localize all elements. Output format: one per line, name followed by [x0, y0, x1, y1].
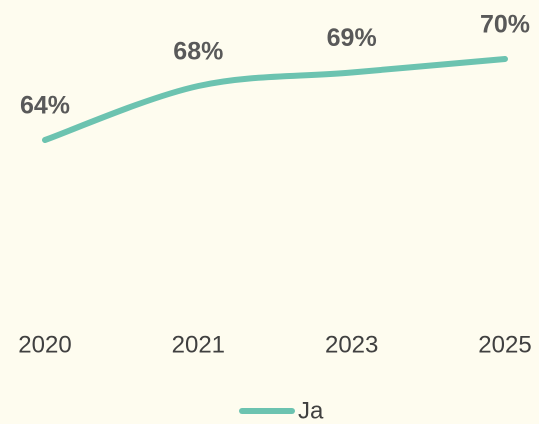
legend-label: Ja	[298, 397, 324, 424]
x-tick-label: 2023	[325, 331, 378, 358]
x-tick-label: 2025	[478, 331, 531, 358]
data-label: 68%	[173, 38, 223, 66]
data-label: 70%	[480, 11, 530, 39]
data-label: 69%	[327, 24, 377, 52]
line	[42, 56, 508, 143]
x-tick-label: 2021	[172, 331, 225, 358]
x-tick-label: 2020	[18, 331, 71, 358]
data-label: 64%	[20, 92, 70, 120]
